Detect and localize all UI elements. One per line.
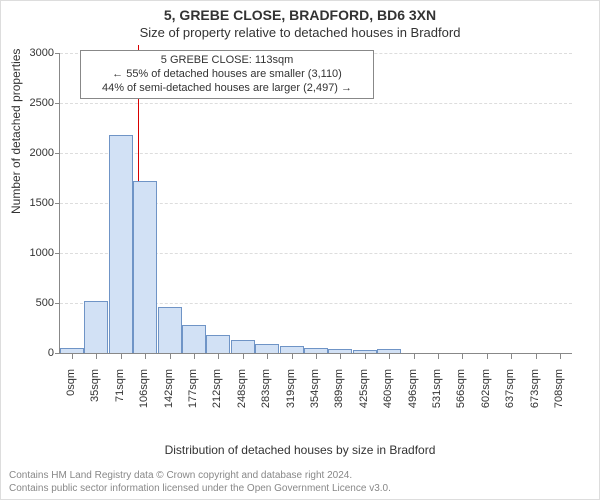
x-tick-mark: [243, 353, 244, 359]
histogram-bar: [255, 344, 279, 353]
x-tick-mark: [267, 353, 268, 359]
x-tick-label: 319sqm: [285, 369, 297, 419]
x-tick-label: 0sqm: [65, 369, 77, 419]
x-tick-mark: [462, 353, 463, 359]
x-tick-mark: [365, 353, 366, 359]
x-tick-label: 673sqm: [529, 369, 541, 419]
histogram-bar: [182, 325, 206, 353]
histogram-bar: [231, 340, 255, 353]
x-tick-label: 566sqm: [455, 369, 467, 419]
x-tick-mark: [292, 353, 293, 359]
x-tick-mark: [414, 353, 415, 359]
gridline: [60, 103, 572, 104]
x-tick-label: 35sqm: [89, 369, 101, 419]
x-tick-label: 71sqm: [114, 369, 126, 419]
histogram-bar: [133, 181, 157, 353]
x-axis-label: Distribution of detached houses by size …: [1, 443, 599, 457]
y-tick-label: 0: [12, 347, 54, 359]
axis-tick-mark: [55, 53, 60, 54]
gridline: [60, 153, 572, 154]
x-tick-mark: [536, 353, 537, 359]
y-axis-label: Number of detached properties: [9, 49, 23, 214]
x-tick-mark: [96, 353, 97, 359]
x-tick-label: 248sqm: [236, 369, 248, 419]
x-tick-label: 212sqm: [211, 369, 223, 419]
x-tick-label: 708sqm: [553, 369, 565, 419]
x-tick-label: 425sqm: [358, 369, 370, 419]
x-tick-label: 142sqm: [163, 369, 175, 419]
x-tick-mark: [194, 353, 195, 359]
footer-line: Contains public sector information licen…: [9, 482, 591, 495]
y-tick-label: 500: [12, 297, 54, 309]
x-tick-mark: [218, 353, 219, 359]
x-tick-mark: [316, 353, 317, 359]
footer-line: Contains HM Land Registry data © Crown c…: [9, 469, 591, 482]
x-tick-mark: [560, 353, 561, 359]
y-tick-label: 2000: [12, 147, 54, 159]
histogram-bar: [109, 135, 133, 353]
x-tick-mark: [72, 353, 73, 359]
plot-area: 5 GREBE CLOSE: 113sqm ← 55% of detached …: [59, 53, 572, 354]
annotation-line: 5 GREBE CLOSE: 113sqm: [87, 54, 367, 68]
y-tick-label: 1000: [12, 247, 54, 259]
axis-tick-mark: [55, 353, 60, 354]
axis-tick-mark: [55, 103, 60, 104]
x-tick-mark: [487, 353, 488, 359]
x-tick-label: 531sqm: [431, 369, 443, 419]
x-tick-label: 496sqm: [407, 369, 419, 419]
chart-area: 5 GREBE CLOSE: 113sqm ← 55% of detached …: [59, 53, 571, 393]
histogram-bar: [158, 307, 182, 353]
x-tick-mark: [438, 353, 439, 359]
y-tick-label: 3000: [12, 47, 54, 59]
axis-tick-mark: [55, 203, 60, 204]
annotation-line: 44% of semi-detached houses are larger (…: [87, 82, 367, 96]
axis-tick-mark: [55, 303, 60, 304]
annotation-box: 5 GREBE CLOSE: 113sqm ← 55% of detached …: [80, 50, 374, 99]
x-tick-label: 106sqm: [138, 369, 150, 419]
histogram-bar: [206, 335, 230, 353]
y-tick-label: 1500: [12, 197, 54, 209]
page-title: 5, GREBE CLOSE, BRADFORD, BD6 3XN: [1, 1, 599, 23]
histogram-bar: [84, 301, 108, 353]
x-tick-mark: [389, 353, 390, 359]
x-tick-label: 602sqm: [480, 369, 492, 419]
chart-container: 5, GREBE CLOSE, BRADFORD, BD6 3XN Size o…: [0, 0, 600, 500]
axis-tick-mark: [55, 253, 60, 254]
x-tick-label: 177sqm: [187, 369, 199, 419]
chart-subtitle: Size of property relative to detached ho…: [1, 23, 599, 40]
x-tick-label: 389sqm: [333, 369, 345, 419]
x-tick-mark: [121, 353, 122, 359]
y-tick-label: 2500: [12, 97, 54, 109]
x-tick-mark: [511, 353, 512, 359]
x-tick-mark: [170, 353, 171, 359]
x-tick-label: 637sqm: [504, 369, 516, 419]
axis-tick-mark: [55, 153, 60, 154]
footer-attribution: Contains HM Land Registry data © Crown c…: [9, 469, 591, 495]
x-tick-label: 283sqm: [260, 369, 272, 419]
x-tick-mark: [340, 353, 341, 359]
annotation-line: ← 55% of detached houses are smaller (3,…: [87, 68, 367, 82]
x-tick-mark: [145, 353, 146, 359]
x-tick-label: 460sqm: [382, 369, 394, 419]
histogram-bar: [280, 346, 304, 353]
x-tick-label: 354sqm: [309, 369, 321, 419]
